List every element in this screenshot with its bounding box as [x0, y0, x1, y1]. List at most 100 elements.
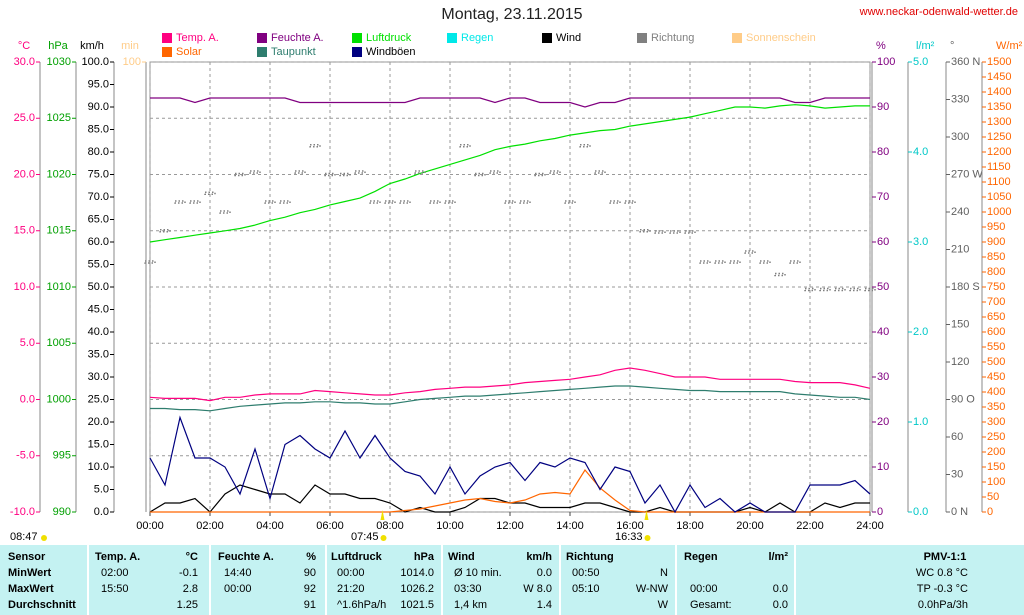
- sun-icon: [41, 535, 47, 541]
- y-tick-label: 0.0: [20, 393, 35, 405]
- table-cell: 1.4: [537, 599, 552, 611]
- legend-label: Taupunkt: [271, 46, 316, 58]
- y-tick-label: 5.0: [20, 337, 35, 349]
- direction-dot: [444, 200, 456, 204]
- y-tick-label: 1025: [47, 112, 71, 124]
- direction-dot: [639, 229, 651, 233]
- table-header: Regen: [684, 551, 718, 563]
- direction-dot: [864, 287, 876, 292]
- direction-dot: [729, 260, 741, 264]
- y-tick-label: 150: [987, 461, 1005, 473]
- y-tick-label: 30: [877, 371, 889, 383]
- y-tick-label: 60: [877, 236, 889, 248]
- table-header: Luftdruck: [331, 551, 383, 563]
- y-tick-label: 25.0: [88, 393, 109, 405]
- y-tick-label: 90 O: [951, 393, 975, 405]
- table-cell: 14:40: [224, 567, 252, 579]
- direction-dot: [459, 144, 471, 148]
- axis-title: °: [950, 40, 954, 52]
- table-cell: 15:50: [101, 583, 129, 595]
- series-line: [150, 385, 871, 412]
- direction-dot: [819, 287, 831, 292]
- x-tick-label: 08:00: [376, 520, 404, 532]
- y-tick-label: 5.0: [913, 56, 928, 68]
- direction-dot: [489, 170, 501, 174]
- x-tick-label: 10:00: [436, 520, 464, 532]
- y-tick-label: 1000: [987, 206, 1011, 218]
- y-tick-label: 500: [987, 356, 1005, 368]
- direction-dot: [579, 144, 591, 148]
- y-tick-label: 40.0: [88, 326, 109, 338]
- direction-dot: [204, 191, 216, 195]
- y-tick-label: 20.0: [88, 416, 109, 428]
- y-tick-label: 995: [53, 450, 71, 462]
- y-tick-label: 25.0: [14, 112, 35, 124]
- direction-dot: [564, 200, 576, 204]
- sun-icon: [644, 535, 651, 541]
- y-tick-label: 250: [987, 431, 1005, 443]
- y-tick-label: 360 N: [951, 56, 980, 68]
- direction-dot: [684, 230, 696, 234]
- series-line: [149, 367, 871, 402]
- y-tick-label: 1200: [987, 146, 1011, 158]
- direction-dot: [294, 170, 306, 174]
- table-cell: TP -0.3 °C: [917, 583, 968, 595]
- table-cell: 1.25: [177, 599, 198, 611]
- y-tick-label: 80.0: [88, 146, 109, 158]
- direction-dot: [384, 200, 396, 204]
- direction-dot: [234, 172, 246, 177]
- y-tick-label: 120: [951, 356, 969, 368]
- y-tick-label: 1350: [987, 101, 1011, 113]
- y-tick-label: 330: [951, 93, 969, 105]
- y-tick-label: 4.0: [913, 146, 928, 158]
- y-tick-label: 1250: [987, 131, 1011, 143]
- direction-dot: [279, 200, 291, 204]
- x-tick-label: 00:00: [136, 520, 164, 532]
- table-cell: 00:00: [690, 583, 718, 595]
- table-header: l/m²: [768, 551, 788, 563]
- table-header: hPa: [414, 551, 435, 563]
- axis-title: km/h: [80, 40, 104, 52]
- y-tick-label: 300: [951, 131, 969, 143]
- y-tick-label: 75.0: [88, 168, 109, 180]
- table-cell: 0.0: [773, 583, 788, 595]
- y-tick-label: 900: [987, 236, 1005, 248]
- x-tick-label: 02:00: [196, 520, 224, 532]
- x-tick-label: 22:00: [796, 520, 824, 532]
- direction-dot: [654, 230, 666, 234]
- y-tick-label: 200: [987, 446, 1005, 458]
- y-tick-label: 350: [987, 401, 1005, 413]
- sun-label: 07:45: [351, 531, 379, 543]
- chart-title: Montag, 23.11.2015: [441, 6, 582, 23]
- table-header: Sensor: [8, 551, 46, 563]
- table-cell: -0.1: [179, 567, 198, 579]
- x-tick-label: 16:00: [616, 520, 644, 532]
- table-header: PMV-1:1: [924, 551, 967, 563]
- x-tick-label: 14:00: [556, 520, 584, 532]
- y-tick-label: 70: [877, 191, 889, 203]
- table-header: Feuchte A.: [218, 551, 274, 563]
- y-tick-label: 10: [877, 461, 889, 473]
- table-cell: 03:30: [454, 583, 482, 595]
- daylight-label: 08:47: [10, 531, 38, 543]
- y-tick-label: 15.0: [88, 438, 109, 450]
- table-cell: 05:10: [572, 583, 600, 595]
- x-tick-label: 18:00: [676, 520, 704, 532]
- series-line: [149, 104, 870, 243]
- y-tick-label: 60: [951, 431, 963, 443]
- table-cell: 00:50: [572, 567, 600, 579]
- axis-title: W/m²: [996, 40, 1023, 52]
- x-tick-label: 24:00: [856, 520, 884, 532]
- y-tick-label: 1010: [47, 281, 71, 293]
- y-tick-label: 3.0: [913, 236, 928, 248]
- legend-label: Wind: [556, 32, 581, 44]
- y-tick-label: 1005: [47, 337, 71, 349]
- direction-dot: [789, 260, 801, 264]
- y-tick-label: 240: [951, 206, 969, 218]
- y-tick-label: 300: [987, 416, 1005, 428]
- axis-title: hPa: [48, 40, 68, 52]
- y-tick-label: 1100: [987, 176, 1011, 188]
- y-tick-label: 35.0: [88, 348, 109, 360]
- y-tick-label: 2.0: [913, 326, 928, 338]
